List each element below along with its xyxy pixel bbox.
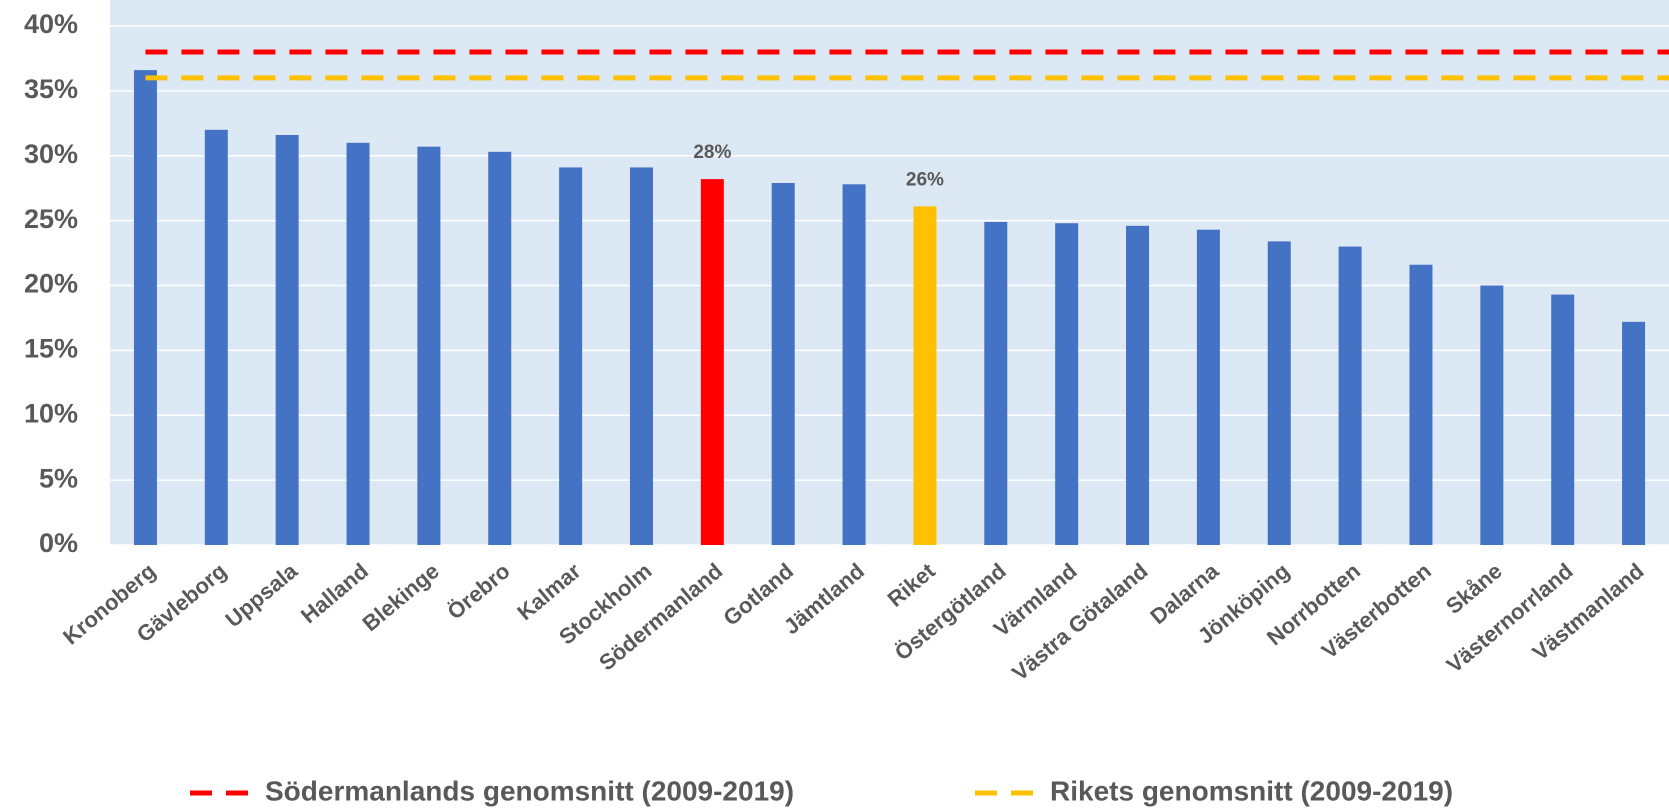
- plot-area: [110, 0, 1669, 545]
- data-label: 26%: [906, 169, 944, 190]
- x-tick-label: Skåne: [1441, 558, 1507, 619]
- bar: [1480, 285, 1504, 545]
- bar: [771, 182, 795, 545]
- y-tick-label: 0%: [39, 528, 78, 558]
- x-tick-label: Västernorrland: [1442, 558, 1578, 678]
- bar: [559, 167, 583, 546]
- y-tick-label: 15%: [24, 334, 78, 364]
- bar: [984, 221, 1008, 546]
- bar: [913, 206, 937, 546]
- x-tick-label: Jämtland: [779, 558, 869, 639]
- x-tick-label: Södermanland: [594, 558, 727, 675]
- y-tick-label: 40%: [24, 9, 78, 39]
- y-tick-label: 10%: [24, 398, 78, 428]
- x-tick-label: Örebro: [442, 558, 514, 624]
- bar: [1055, 223, 1079, 545]
- bar: [133, 70, 157, 546]
- bar: [275, 134, 299, 546]
- y-tick-label: 5%: [39, 463, 78, 493]
- bar: [700, 179, 724, 546]
- x-tick-label: Riket: [883, 558, 941, 612]
- x-tick-label: Blekinge: [358, 558, 444, 636]
- y-tick-label: 35%: [24, 74, 78, 104]
- bar: [1126, 225, 1150, 545]
- bar: [1622, 321, 1646, 545]
- bar: [842, 184, 866, 546]
- y-tick-label: 20%: [24, 269, 78, 299]
- bar: [1196, 229, 1220, 545]
- bar: [1409, 264, 1433, 545]
- x-tick-label: Uppsala: [220, 558, 302, 633]
- bar: [1338, 246, 1362, 545]
- data-label: 28%: [693, 142, 731, 163]
- y-tick-label: 30%: [24, 139, 78, 169]
- y-tick-label: 25%: [24, 204, 78, 234]
- bar: [1551, 294, 1575, 545]
- bar: [488, 151, 512, 546]
- bar: [1267, 241, 1291, 545]
- bar: [346, 142, 370, 545]
- legend-label: Södermanlands genomsnitt (2009-2019): [265, 775, 794, 806]
- legend-label: Rikets genomsnitt (2009-2019): [1050, 775, 1453, 806]
- bar: [417, 146, 441, 546]
- bar: [204, 129, 228, 546]
- bar: [629, 167, 653, 546]
